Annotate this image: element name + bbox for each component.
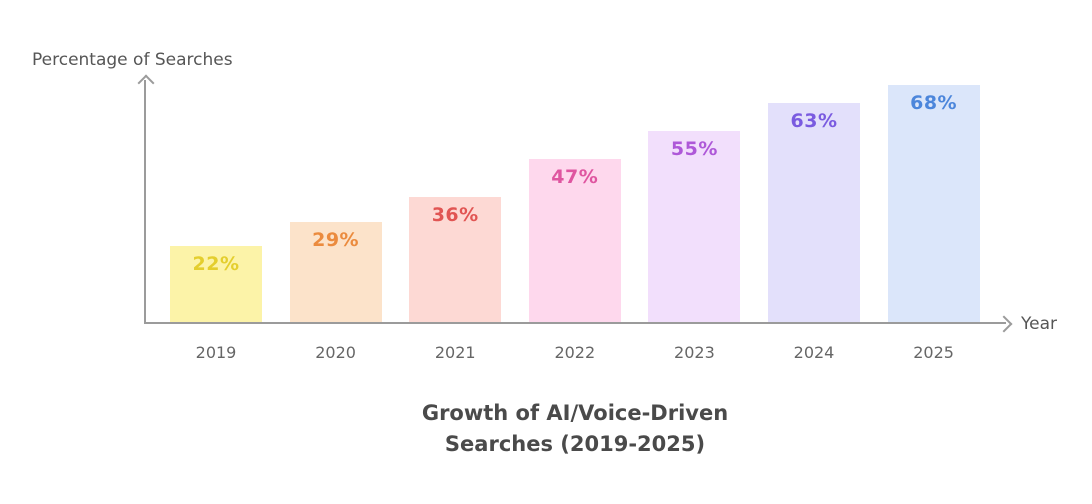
bar-2025: 68% (887, 85, 980, 323)
bar-2023: 55% (648, 130, 741, 323)
bar-value-label: 55% (670, 137, 718, 160)
bar-value-label: 63% (790, 109, 838, 132)
bars-container: 22% 29% 36% 47% 55% 63% 68% (170, 85, 980, 323)
bar-2022: 47% (528, 158, 621, 323)
bar-value-label: 22% (192, 253, 240, 275)
x-tick-2023: 2023 (674, 343, 715, 362)
bar-value-label: 47% (551, 165, 599, 188)
x-tick-2020: 2020 (315, 343, 356, 362)
chart-title-line2: Searches (2019-2025) (444, 432, 706, 456)
y-axis-label: Percentage of Searches (32, 50, 233, 70)
x-ticks-container: 2019 2020 2021 2022 2023 2024 2025 (0, 343, 1092, 367)
bar-2019: 22% (170, 246, 262, 323)
x-tick-2025: 2025 (913, 343, 954, 362)
x-tick-2024: 2024 (793, 343, 835, 362)
bar-value-label: 29% (312, 228, 360, 251)
bar-2020: 29% (289, 221, 382, 323)
bar-value-label: 36% (431, 204, 479, 226)
x-tick-2022: 2022 (554, 343, 596, 362)
x-axis-label: Year (1021, 314, 1057, 334)
x-tick-2021: 2021 (434, 343, 476, 362)
bar-2021: 36% (409, 197, 502, 323)
x-tick-2019: 2019 (195, 343, 237, 362)
chart-title-line1: Growth of AI/Voice-Driven (421, 401, 729, 425)
bar-value-label: 68% (910, 92, 958, 114)
x-axis-line (144, 322, 1006, 324)
y-axis-line (144, 80, 146, 324)
bar-2024: 63% (768, 102, 860, 323)
chart-title: Growth of AI/Voice-Driven Searches (2019… (422, 398, 728, 460)
